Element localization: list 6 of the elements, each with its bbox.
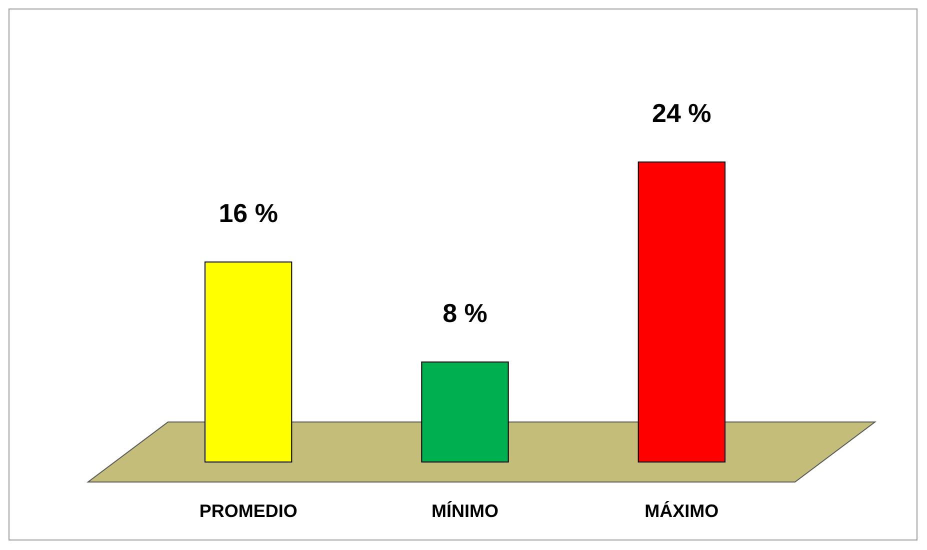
data-label: 8 % xyxy=(442,298,488,328)
data-label: 24 % xyxy=(652,98,712,128)
data-label: 16 % xyxy=(218,198,278,228)
x-tick-label: MÁXIMO xyxy=(644,501,719,521)
x-tick-label: MÍNIMO xyxy=(432,501,498,521)
x-tick-label: PROMEDIO xyxy=(199,501,298,521)
